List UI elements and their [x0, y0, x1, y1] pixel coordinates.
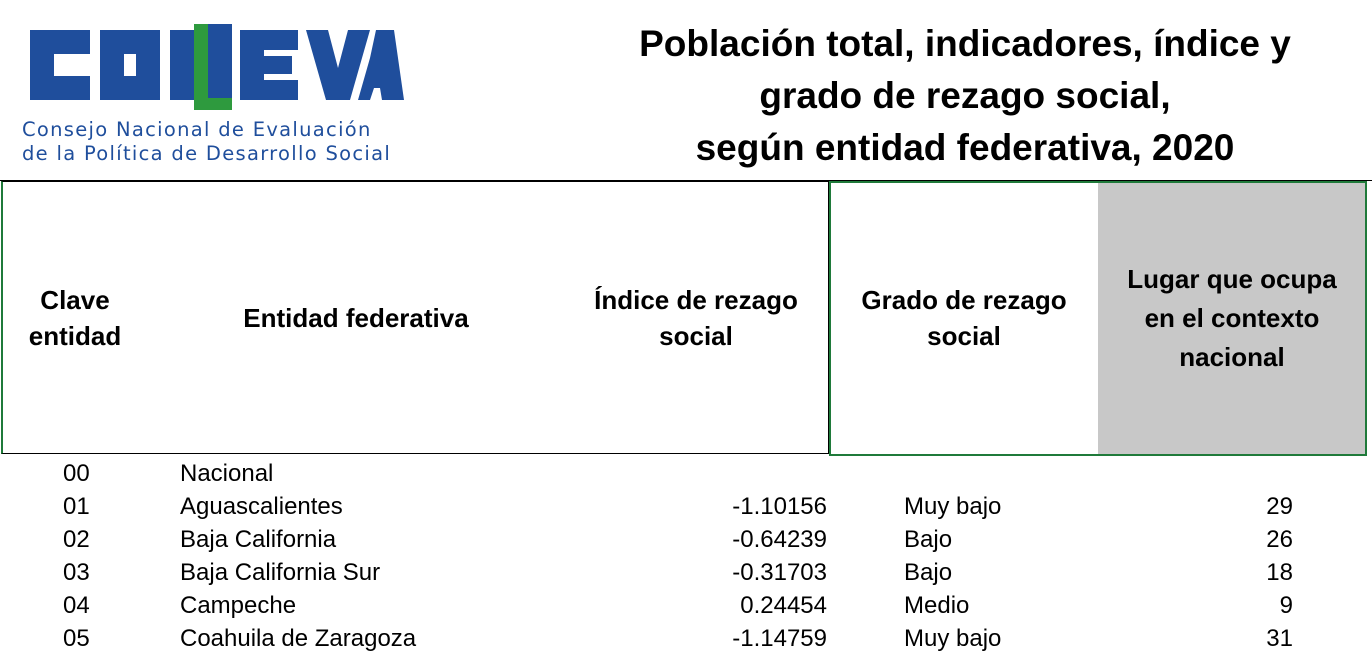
table-row[interactable]: 05 Coahuila de Zaragoza -1.14759 Muy baj… [0, 622, 1372, 655]
title-line-3: según entidad federativa, 2020 [695, 127, 1235, 168]
column-header-lugar-line2: en el contexto [1144, 303, 1320, 333]
report-title: Población total, indicadores, índice y g… [560, 18, 1370, 174]
cell-grado: Bajo [904, 526, 953, 553]
table-row[interactable]: 01 Aguascalientes -1.10156 Muy bajo 29 [0, 490, 1372, 523]
cell-indice: 0.24454 [740, 592, 827, 619]
cell-entidad: Baja California Sur [180, 559, 381, 586]
column-header-grado-line2: social [927, 321, 1001, 351]
column-header-lugar-line3: nacional [1179, 342, 1285, 372]
cell-indice: -1.10156 [732, 493, 827, 520]
cell-grado: Muy bajo [904, 493, 1002, 520]
cell-indice: -1.14759 [732, 625, 827, 652]
column-header-clave-line1: Clave [40, 285, 110, 315]
column-header-grado-line1: Grado de rezago [861, 285, 1067, 315]
header-highlight-cell [1098, 183, 1365, 454]
table-row[interactable]: 00 Nacional [0, 457, 1372, 490]
column-header-indice-line1: Índice de rezago [594, 285, 798, 315]
table-row[interactable]: 04 Campeche 0.24454 Medio 9 [0, 589, 1372, 622]
column-header-lugar-line1: Lugar que ocupa [1127, 264, 1337, 294]
cell-grado: Bajo [904, 559, 953, 586]
column-header-grado: Grado de rezago social [840, 282, 1088, 354]
logo-subtitle-line2: de la Política de Desarrollo Social [22, 142, 392, 165]
title-line-2: grado de rezago social, [759, 75, 1171, 116]
header-box-right [829, 181, 1367, 456]
column-header-indice: Índice de rezago social [570, 282, 822, 354]
column-header-clave: Clave entidad [10, 282, 140, 354]
table-body: 00 Nacional 01 Aguascalientes -1.10156 M… [0, 457, 1372, 655]
header-box-left [1, 181, 829, 454]
column-header-indice-line2: social [659, 321, 733, 351]
logo-subtitle-line1: Consejo Nacional de Evaluación [22, 118, 372, 141]
cell-clave: 00 [63, 460, 90, 487]
table-row[interactable]: 03 Baja California Sur -0.31703 Bajo 18 [0, 556, 1372, 589]
cell-entidad: Coahuila de Zaragoza [180, 625, 417, 652]
title-line-1: Población total, indicadores, índice y [639, 23, 1291, 64]
column-header-clave-line2: entidad [28, 321, 122, 351]
cell-lugar: 31 [1266, 625, 1293, 652]
table-row[interactable]: 02 Baja California -0.64239 Bajo 26 [0, 523, 1372, 556]
cell-lugar: 29 [1266, 493, 1293, 520]
cell-entidad: Aguascalientes [180, 493, 343, 520]
cell-entidad: Baja California [180, 526, 337, 553]
cell-grado: Medio [904, 592, 970, 619]
coneval-logo: Consejo Nacional de Evaluación de la Pol… [22, 18, 412, 168]
cell-clave: 04 [63, 592, 90, 619]
column-header-entidad: Entidad federativa [243, 303, 469, 333]
cell-clave: 05 [63, 625, 90, 652]
cell-entidad: Nacional [180, 460, 274, 487]
cell-indice: -0.64239 [732, 526, 827, 553]
cell-clave: 02 [63, 526, 90, 553]
cell-lugar: 18 [1266, 559, 1293, 586]
coneval-wordmark-icon [30, 24, 404, 110]
cell-entidad: Campeche [180, 592, 297, 619]
cell-indice: -0.31703 [732, 559, 827, 586]
cell-clave: 01 [63, 493, 90, 520]
header-divider [0, 180, 1372, 181]
column-header-lugar: Lugar que ocupa en el contexto nacional [1100, 260, 1364, 377]
cell-lugar: 9 [1279, 592, 1293, 619]
cell-clave: 03 [63, 559, 90, 586]
cell-lugar: 26 [1266, 526, 1293, 553]
cell-grado: Muy bajo [904, 625, 1002, 652]
